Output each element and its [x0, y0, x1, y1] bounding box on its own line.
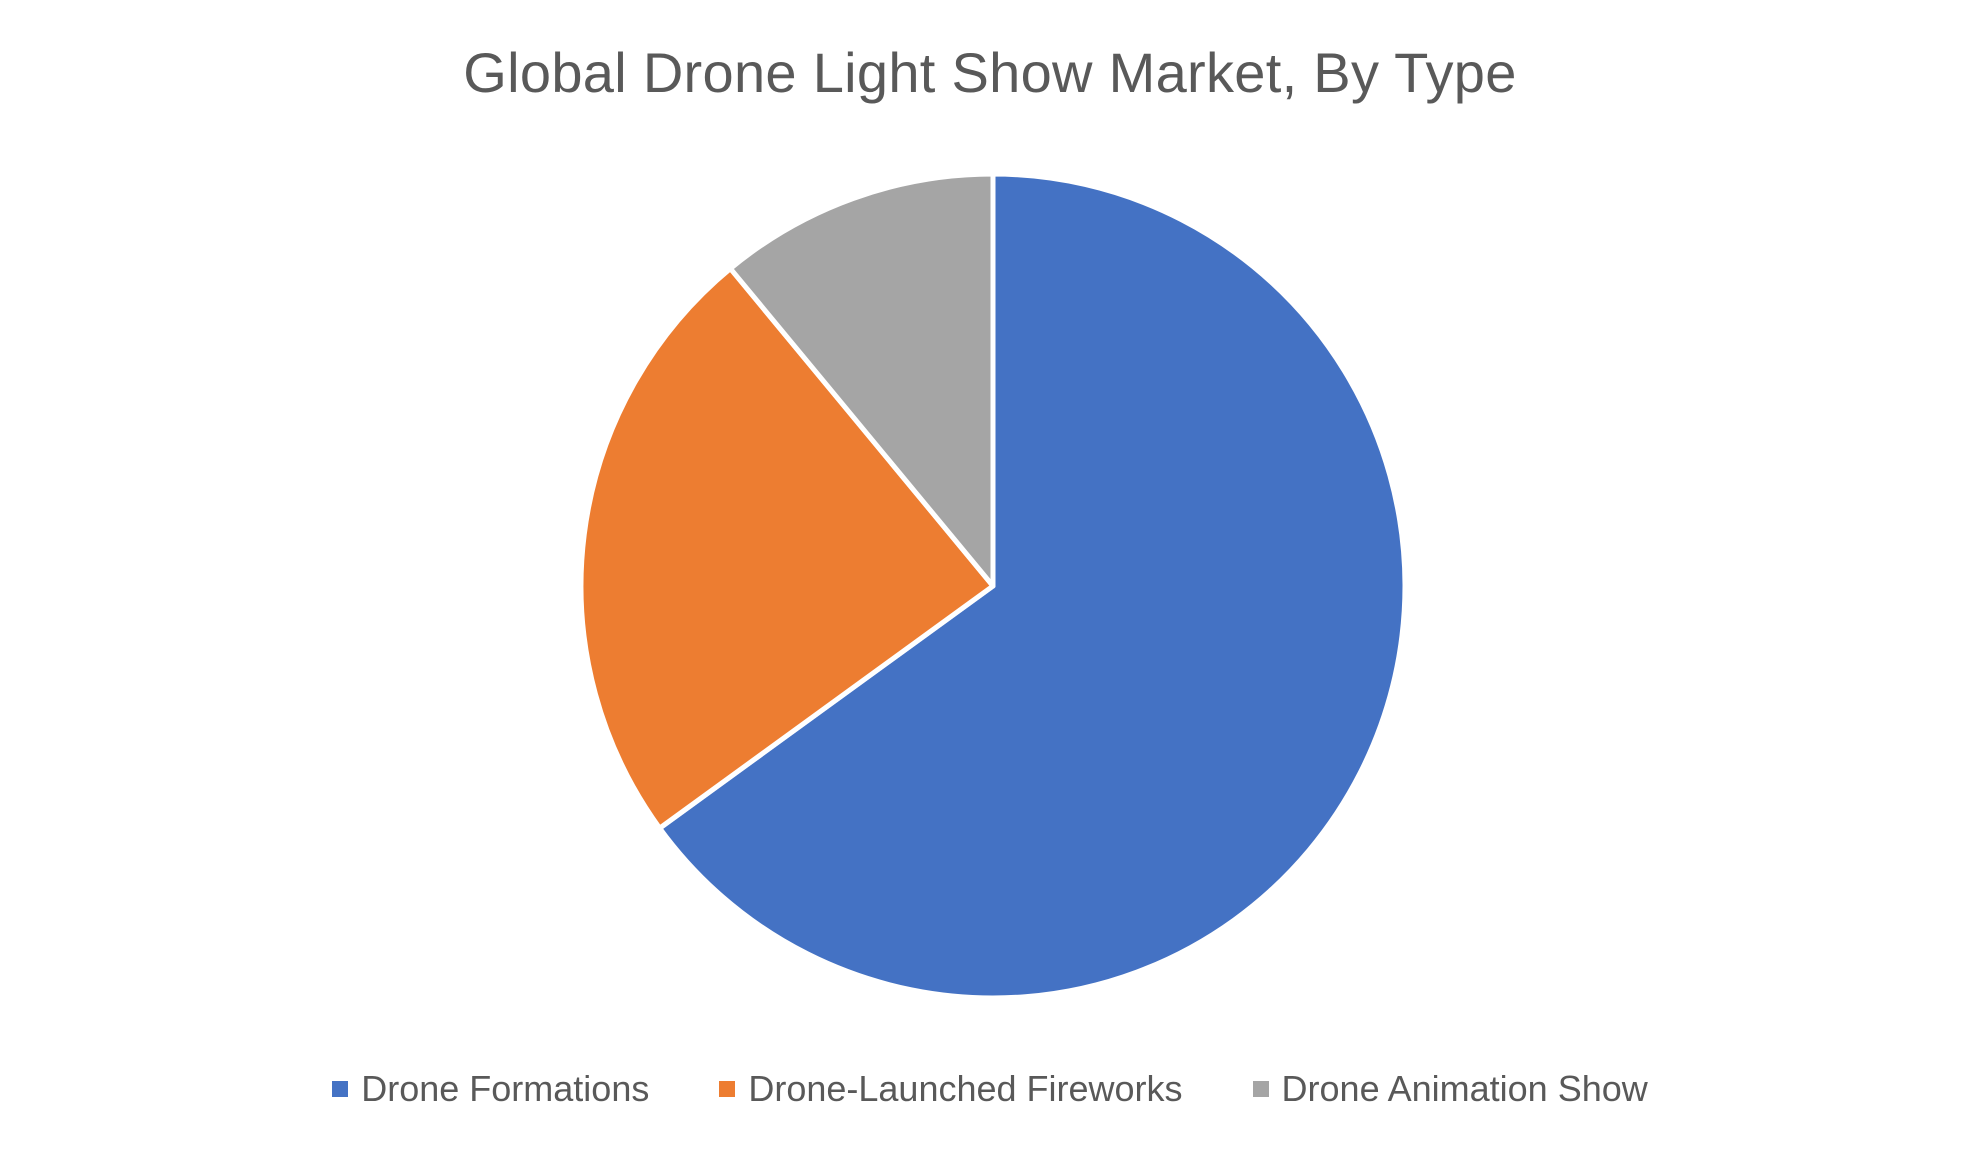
pie-slice-drone-launched-fireworks[interactable]: [578, 266, 996, 831]
pie-slice-drone-formations[interactable]: [657, 171, 1408, 1001]
legend-swatch: [332, 1081, 349, 1097]
legend-swatch: [1252, 1081, 1269, 1097]
legend-item-drone-launched-fireworks[interactable]: Drone-Launched Fireworks: [719, 1068, 1183, 1110]
pie-slices: [578, 171, 1408, 1001]
legend-label: Drone-Launched Fireworks: [748, 1068, 1183, 1109]
legend-item-drone-formations[interactable]: Drone Formations: [332, 1068, 649, 1110]
legend-swatch: [719, 1081, 736, 1097]
legend-label: Drone Animation Show: [1281, 1068, 1648, 1109]
pie-slice-drone-animation-show[interactable]: [727, 171, 996, 589]
chart-title: Global Drone Light Show Market, By Type: [463, 41, 1517, 104]
legend-label: Drone Formations: [361, 1068, 650, 1109]
legend-item-drone-animation-show[interactable]: Drone Animation Show: [1252, 1068, 1648, 1110]
legend: Drone Formations Drone-Launched Firework…: [0, 1064, 1980, 1114]
